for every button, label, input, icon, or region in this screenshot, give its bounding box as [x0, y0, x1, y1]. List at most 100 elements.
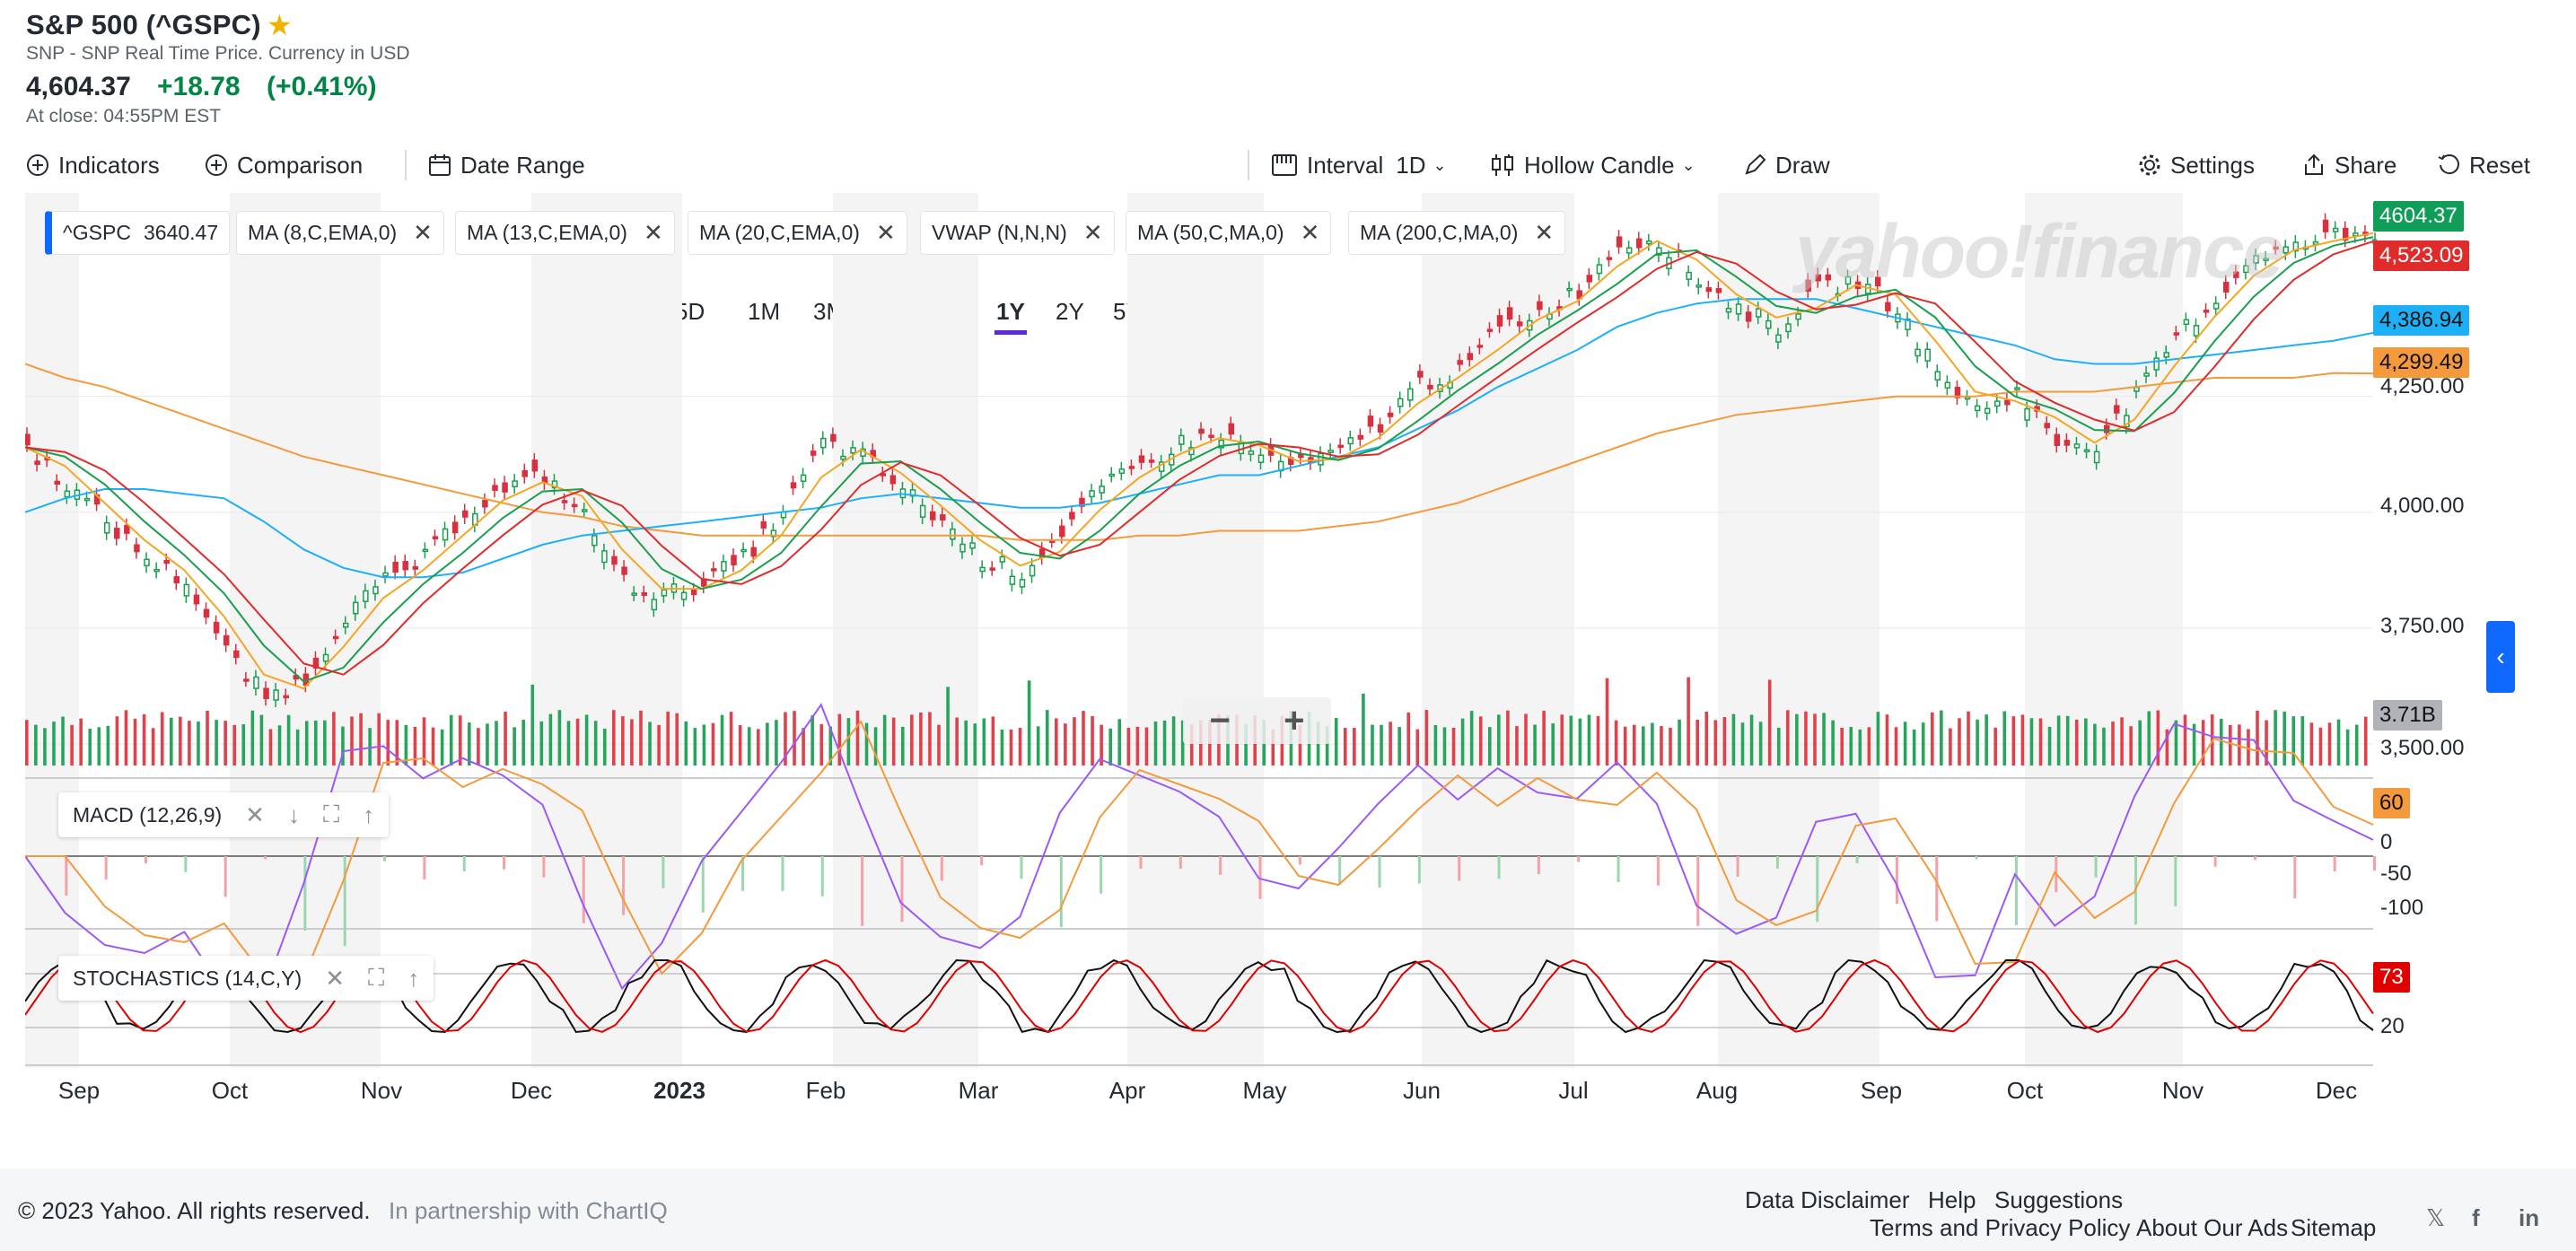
- legend-pill[interactable]: MA (200,C,MA,0) ✕: [1348, 211, 1566, 255]
- range-2y[interactable]: 2Y: [1056, 297, 1084, 325]
- volume-bar: [332, 712, 336, 765]
- linkedin-icon[interactable]: in: [2519, 1204, 2540, 1231]
- candle-body: [233, 650, 240, 659]
- expand-icon[interactable]: ⛶: [367, 964, 385, 991]
- volume-bar: [756, 729, 760, 765]
- volume-bar: [232, 724, 237, 765]
- share-button[interactable]: Share: [2302, 146, 2396, 184]
- collapse-panel-button[interactable]: ‹: [2486, 621, 2515, 693]
- candle-body: [134, 544, 140, 553]
- volume-bar: [468, 722, 471, 765]
- legend-pill[interactable]: ^GSPC 3640.47: [45, 211, 231, 255]
- macd-histogram-bar: [1100, 856, 1103, 894]
- range-1y[interactable]: 1Y: [996, 297, 1025, 325]
- macd-histogram-bar: [1975, 856, 1978, 860]
- volume-bar: [2265, 720, 2268, 765]
- arrow-down-icon[interactable]: ↓: [287, 800, 300, 828]
- candle-body: [1118, 468, 1126, 474]
- gear-icon: [2139, 154, 2160, 176]
- month-band: [833, 193, 978, 1068]
- candle-body: [770, 529, 777, 538]
- legend-pill[interactable]: MA (13,C,EMA,0) ✕: [455, 211, 675, 255]
- volume-bar: [2156, 710, 2160, 765]
- volume-bar: [1117, 719, 1122, 765]
- close-icon[interactable]: ✕: [1534, 219, 1555, 246]
- ma50-price-label: 4,386.94: [2373, 305, 2470, 336]
- close-icon[interactable]: ✕: [875, 219, 896, 246]
- volume-bar: [1632, 724, 1636, 765]
- indicators-button[interactable]: Indicators: [26, 146, 160, 184]
- x-twitter-icon[interactable]: 𝕏: [2426, 1204, 2445, 1231]
- volume-bar: [1903, 722, 1907, 765]
- stoch-study-label[interactable]: STOCHASTICS (14,C,Y) ✕ ⛶ ↑: [58, 956, 434, 1001]
- comparison-button[interactable]: Comparison: [205, 146, 363, 184]
- help-link[interactable]: Help: [1928, 1186, 1976, 1213]
- volume-bar: [1713, 720, 1718, 765]
- volume-bar: [946, 687, 950, 765]
- volume-bar: [666, 712, 670, 765]
- close-icon[interactable]: ✕: [1082, 219, 1103, 246]
- candle-body: [1228, 423, 1235, 435]
- date-range-button[interactable]: Date Range: [428, 146, 585, 184]
- macd-histogram-bar: [1617, 856, 1620, 882]
- arrow-up-icon[interactable]: ↑: [407, 964, 420, 992]
- volume-bar: [2247, 729, 2250, 765]
- range-1m[interactable]: 1M: [748, 297, 781, 325]
- macd-value-label: 60: [2373, 788, 2410, 818]
- settings-button[interactable]: Settings: [2138, 146, 2255, 184]
- star-icon[interactable]: ★: [267, 9, 293, 41]
- volume-bar: [1967, 711, 1970, 765]
- chart-type-button[interactable]: Hollow Candle ⌄: [1490, 146, 1695, 184]
- candle-body: [422, 548, 429, 553]
- legend-pill[interactable]: MA (20,C,EMA,0) ✕: [688, 211, 907, 255]
- close-icon[interactable]: ✕: [325, 964, 345, 992]
- candle-body: [263, 687, 269, 700]
- close-icon[interactable]: ✕: [245, 800, 265, 828]
- macd-study-label[interactable]: MACD (12,26,9) ✕ ↓ ⛶ ↑: [58, 792, 390, 837]
- candle-body: [840, 455, 846, 460]
- suggestions-link[interactable]: Suggestions: [1994, 1186, 2124, 1213]
- stoch-tick-label: 20: [2380, 1014, 2405, 1038]
- draw-button[interactable]: Draw: [1743, 146, 1830, 184]
- reset-button[interactable]: Reset: [2437, 146, 2530, 184]
- volume-bar: [458, 715, 462, 765]
- zoom-controls: − +: [1183, 697, 1331, 744]
- close-icon[interactable]: ✕: [643, 219, 663, 246]
- volume-bar: [1740, 722, 1745, 765]
- zoom-out-button[interactable]: −: [1209, 700, 1231, 740]
- sitemap-link[interactable]: Sitemap: [2291, 1214, 2377, 1241]
- terms-privacy-link[interactable]: Terms and Privacy Policy: [1870, 1214, 2131, 1241]
- macd-histogram-bar: [1458, 856, 1461, 881]
- chevron-down-icon: ⌄: [1433, 155, 1447, 174]
- legend-pill[interactable]: MA (8,C,EMA,0) ✕: [236, 211, 444, 255]
- candle-body: [432, 536, 439, 539]
- volume-bar: [1153, 721, 1158, 765]
- volume-bar: [955, 717, 959, 765]
- candle-body: [1984, 407, 1991, 415]
- zoom-in-button[interactable]: +: [1284, 700, 1305, 740]
- volume-bar: [1064, 723, 1067, 765]
- close-icon[interactable]: ✕: [413, 219, 433, 246]
- expand-icon[interactable]: ⛶: [322, 800, 340, 827]
- x-tick-label: Jun: [1403, 1077, 1441, 1104]
- candle-body: [2063, 440, 2071, 446]
- candle-body: [621, 566, 627, 575]
- arrow-up-icon[interactable]: ↑: [363, 800, 375, 828]
- about-ads-link[interactable]: About Our Ads: [2136, 1214, 2289, 1241]
- volume-bar: [2300, 716, 2305, 765]
- macd-tick-label: -50: [2380, 862, 2412, 886]
- data-disclaimer-link[interactable]: Data Disclaimer: [1745, 1186, 1910, 1213]
- interval-label: Interval: [1307, 151, 1384, 179]
- interval-button[interactable]: Interval 1D ⌄: [1271, 146, 1447, 184]
- facebook-icon[interactable]: f: [2472, 1204, 2480, 1231]
- candle-body: [2222, 281, 2230, 293]
- candle-body: [2044, 423, 2050, 429]
- price-chart[interactable]: [25, 193, 2377, 1068]
- volume-bar: [1560, 714, 1564, 765]
- volume-bar: [675, 713, 679, 765]
- volume-bar: [2192, 723, 2196, 765]
- close-icon[interactable]: ✕: [1300, 219, 1320, 246]
- candle-body: [253, 676, 259, 689]
- legend-pill[interactable]: MA (50,C,MA,0) ✕: [1126, 211, 1332, 255]
- legend-pill[interactable]: VWAP (N,N,N) ✕: [920, 211, 1115, 255]
